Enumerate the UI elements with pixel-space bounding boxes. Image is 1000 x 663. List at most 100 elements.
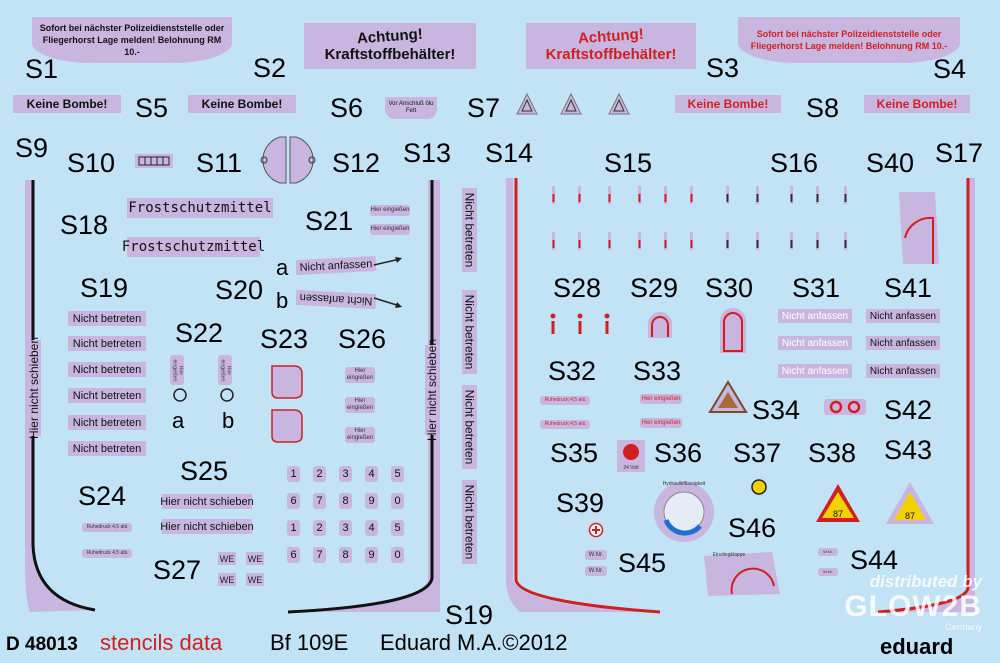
s23-decals — [271, 365, 303, 443]
s39-icon — [588, 522, 604, 538]
s43-triangle — [886, 482, 934, 524]
number-decal: 7 — [313, 493, 326, 509]
tick-mark — [608, 194, 611, 202]
fluid-text: Hydraulikflüssigkeit — [662, 481, 706, 488]
plate-text: Ruhedruck 4,5 atü — [86, 523, 128, 530]
credit-line: Eduard M.A.©2012 — [380, 630, 568, 655]
arrow-b-icon — [373, 297, 402, 308]
stencils-title: stencils data — [100, 630, 223, 655]
number-decal: 6 — [287, 493, 300, 509]
brand-logo: eduard — [880, 634, 954, 659]
label-s32: S32 — [548, 356, 597, 386]
label-s17: S17 — [935, 138, 984, 168]
label-a-bottom: a — [172, 408, 185, 433]
label-s29: S29 — [630, 273, 679, 303]
hns-text: Hier nicht schieben — [160, 495, 254, 508]
s34-triangle — [708, 380, 748, 413]
plate-text: Hier eingießen — [346, 428, 374, 441]
number-decal: 5 — [391, 520, 404, 536]
label-a-top: a — [276, 255, 289, 280]
tick-mark — [664, 194, 667, 202]
triangle-num: 87 — [832, 509, 843, 520]
s21-plate-1: Hier eingießen — [370, 205, 410, 216]
s22-rings — [173, 388, 234, 402]
label-s30: S30 — [705, 273, 754, 303]
nicht-anfassen-black-1: Nicht anfassen — [866, 309, 940, 323]
s29-icon — [648, 312, 672, 338]
plate-text: Ruhedruck 4,5 atü — [544, 420, 586, 427]
s10-decal — [135, 154, 173, 168]
we-text: WE — [247, 574, 263, 585]
na-text: Nicht anfassen — [781, 310, 849, 322]
label-s38: S38 — [808, 438, 857, 468]
keine-bombe-text: Keine Bombe! — [876, 97, 958, 111]
label-s27: S27 — [153, 555, 202, 585]
s11-s12-decals — [260, 136, 316, 184]
s42-icons — [824, 399, 866, 415]
tick-mark — [638, 240, 641, 248]
number-decal: 4 — [365, 520, 378, 536]
label-s7: S7 — [467, 93, 501, 123]
nicht-betreten-vertical-1: Nicht betreten — [462, 188, 477, 272]
s35-icon — [617, 440, 645, 472]
number-decal: 2 — [313, 520, 326, 536]
triangle-num: 87 — [904, 511, 915, 522]
label-s3: S3 — [706, 53, 740, 83]
s30-icon — [720, 308, 746, 353]
frostschutz-decal-1: Frostschutzmittel — [127, 198, 273, 218]
label-s6: S6 — [330, 93, 364, 123]
tick-mark — [608, 240, 611, 248]
s37-dot — [751, 479, 767, 495]
nicht-anfassen-red-2: Nicht anfassen — [778, 336, 852, 350]
frostschutz-decal-2: Frostschutzmittel — [122, 237, 265, 257]
tick-mark — [664, 240, 667, 248]
label-s11: S11 — [196, 148, 243, 178]
hier-nicht-schieben-vertical-left: Hier nicht schieben — [27, 337, 41, 439]
watermark-line2: GLOW2B — [844, 590, 982, 623]
label-s45: S45 — [618, 548, 667, 578]
number-decal: 9 — [365, 547, 378, 563]
nicht-anfassen-red-1: Nicht anfassen — [778, 309, 852, 323]
nicht-anfassen-red-3: Nicht anfassen — [778, 364, 852, 378]
number-decal: 6 — [287, 547, 300, 563]
s21-plate-2: Hier eingießen — [370, 224, 410, 235]
hier-nicht-schieben-vertical-right: Hier nicht schieben — [425, 339, 439, 441]
label-s20: S20 — [215, 275, 264, 305]
nb-text: Nicht betreten — [72, 312, 142, 325]
s24-plate-2: Ruhedruck 4,5 atü — [82, 549, 132, 558]
s6-decal: Vor Anschluß ölu Fett — [385, 97, 437, 119]
wnr-text: W.Nr. — [588, 567, 604, 574]
label-s13: S13 — [403, 138, 452, 168]
nb-text: Nicht betreten — [72, 363, 142, 376]
nb-text: Nicht betreten — [72, 416, 142, 429]
na-text: Nicht anfassen — [869, 310, 937, 322]
plate-text: Ruhedruck 4,5 atü — [544, 396, 586, 403]
tick-mark — [726, 240, 729, 248]
s15-s16-marks — [552, 186, 847, 250]
tick-mark — [690, 194, 693, 202]
nicht-anfassen-black-2: Nicht anfassen — [866, 336, 940, 350]
wnr-2: W.Nr. — [585, 566, 607, 576]
s32-plate-1: Ruhedruck 4,5 atü — [540, 396, 590, 405]
nb-text: Nicht betreten — [72, 389, 142, 402]
watermark-line3: Germany — [944, 622, 982, 632]
label-s24: S24 — [78, 481, 127, 511]
keine-bombe-text: Keine Bombe! — [201, 97, 283, 111]
tick-mark — [552, 194, 555, 202]
label-s37: S37 — [733, 438, 782, 468]
s26-plate-2: Hier eingießen — [345, 397, 375, 413]
number-decal: 9 — [365, 493, 378, 509]
keine-bombe-text: Keine Bombe! — [26, 97, 108, 111]
na-text: Nicht anfassen — [781, 365, 849, 377]
plate-text: Hier eingießen — [370, 207, 410, 214]
s44-plate-2: W.Nr. — [818, 568, 838, 576]
label-s44: S44 — [850, 545, 899, 575]
s4-decal: Sofort bei nächster Polizeidienststelle … — [738, 17, 960, 63]
label-s19-bottom: S19 — [445, 600, 494, 630]
number-decal: 2 — [313, 466, 326, 482]
s46-decal — [704, 552, 780, 596]
number-decal: 3 — [339, 520, 352, 536]
tick-mark — [756, 240, 759, 248]
s26-plate-1: Hier eingießen — [345, 367, 375, 383]
